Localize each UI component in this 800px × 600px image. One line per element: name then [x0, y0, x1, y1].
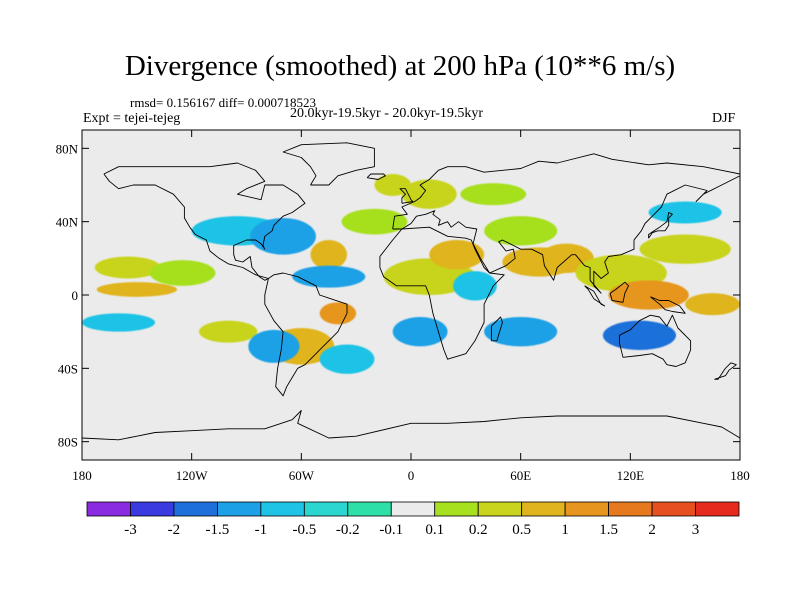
y-tick-label: 80N [56, 141, 79, 156]
experiment-label: Expt = tejei-tejeg [83, 111, 181, 126]
stats-line: rmsd= 0.156167 diff= 0.000718523 [130, 95, 316, 110]
colorbar-swatch [260, 501, 305, 517]
colorbar-label: -2 [168, 522, 181, 538]
field-blob [82, 313, 156, 332]
coastline [392, 153, 740, 294]
field-blob [648, 201, 722, 224]
field-blob [685, 293, 740, 316]
field-blob [374, 174, 411, 196]
coastline [366, 173, 386, 180]
colorbar-swatch [477, 501, 523, 517]
axis-ticks: 180 120W 60W 0 60E 120E 180 80N 40N 0 40S 80S [56, 130, 750, 483]
x-tick-label: 180 [730, 468, 750, 483]
field-blob [460, 183, 527, 206]
coastline [490, 316, 503, 342]
y-tick-label: 80S [58, 435, 78, 450]
colorbar-swatch [651, 501, 696, 517]
field-blob [94, 256, 161, 279]
colorbar-label: -0.2 [336, 522, 360, 538]
field-blob [96, 282, 178, 297]
field-blob [608, 280, 689, 310]
y-tick-label: 40S [58, 361, 78, 376]
colorbar-label: -0.1 [379, 522, 403, 538]
field-blob [484, 216, 558, 246]
y-tick-label: 40N [56, 215, 79, 230]
colorbar-swatch [434, 501, 479, 517]
x-tick-label: 120W [176, 468, 209, 483]
field-blob [453, 271, 497, 301]
field-blob [392, 317, 448, 347]
colorbar-label: -0.5 [292, 522, 316, 538]
x-tick-label: 60W [289, 468, 315, 483]
colorbar-swatch [608, 501, 653, 517]
colorbar-swatch [695, 501, 740, 517]
colorbar-swatch [173, 501, 218, 517]
colorbar-swatch [216, 501, 262, 517]
x-tick-label: 0 [408, 468, 415, 483]
coastline [399, 188, 414, 204]
colorbar-swatch [303, 501, 349, 517]
field-blob [484, 317, 558, 347]
colorbar: -3 -2 -1.5 -1 -0.5 -0.2 -0.1 0.1 0.2 0.5 1 1.5 2 3 [86, 501, 740, 538]
field-blob [341, 208, 408, 235]
coastline [618, 314, 692, 367]
coastline [103, 162, 306, 281]
colorbar-swatch [564, 501, 610, 517]
field-blob [248, 329, 300, 363]
colorbar-swatch [390, 501, 436, 517]
colorbar-swatch [347, 501, 392, 517]
coastline [379, 226, 505, 360]
colorbar-label: -3 [124, 522, 137, 538]
coastline [282, 142, 375, 186]
x-tick-label: 180 [72, 468, 92, 483]
divergence-field [82, 174, 740, 374]
colorbar-swatch [86, 501, 131, 517]
coastline [82, 410, 740, 441]
colorbar-label: 2 [648, 522, 656, 538]
coastline [714, 362, 737, 380]
period-label: 20.0kyr-19.5kyr - 20.0kyr-19.5kyr [290, 106, 484, 121]
coastline [648, 212, 673, 239]
field-blob [639, 234, 731, 264]
colorbar-swatch [130, 501, 175, 517]
colorbar-label: 0.1 [425, 522, 444, 538]
colorbar-swatch [521, 501, 566, 517]
colorbar-label: -1 [255, 522, 268, 538]
colorbar-label: 0.5 [512, 522, 531, 538]
field-blob [292, 265, 366, 288]
coastline [650, 296, 686, 314]
colorbar-label: 0.2 [469, 522, 488, 538]
field-blob [250, 218, 316, 255]
coastline [609, 281, 629, 303]
colorbar-label: 1 [561, 522, 569, 538]
field-blob [319, 344, 375, 374]
colorbar-label: -1.5 [206, 522, 230, 538]
field-blob [310, 240, 348, 270]
colorbar-label: 3 [692, 522, 700, 538]
field-blob [429, 240, 485, 270]
field-blob [198, 320, 258, 343]
field-blob [602, 320, 677, 351]
coastline [584, 285, 606, 307]
x-tick-label: 120E [617, 468, 645, 483]
x-tick-label: 60E [510, 468, 531, 483]
coastlines [82, 142, 740, 441]
page-title: Divergence (smoothed) at 200 hPa (10**6 … [124, 50, 676, 82]
y-tick-label: 0 [72, 288, 79, 303]
coastline [264, 272, 348, 397]
field-blob [401, 179, 457, 209]
field-blob [319, 302, 357, 325]
colorbar-label: 1.5 [599, 522, 618, 538]
field-blob [149, 260, 216, 286]
season-label: DJF [712, 111, 736, 126]
